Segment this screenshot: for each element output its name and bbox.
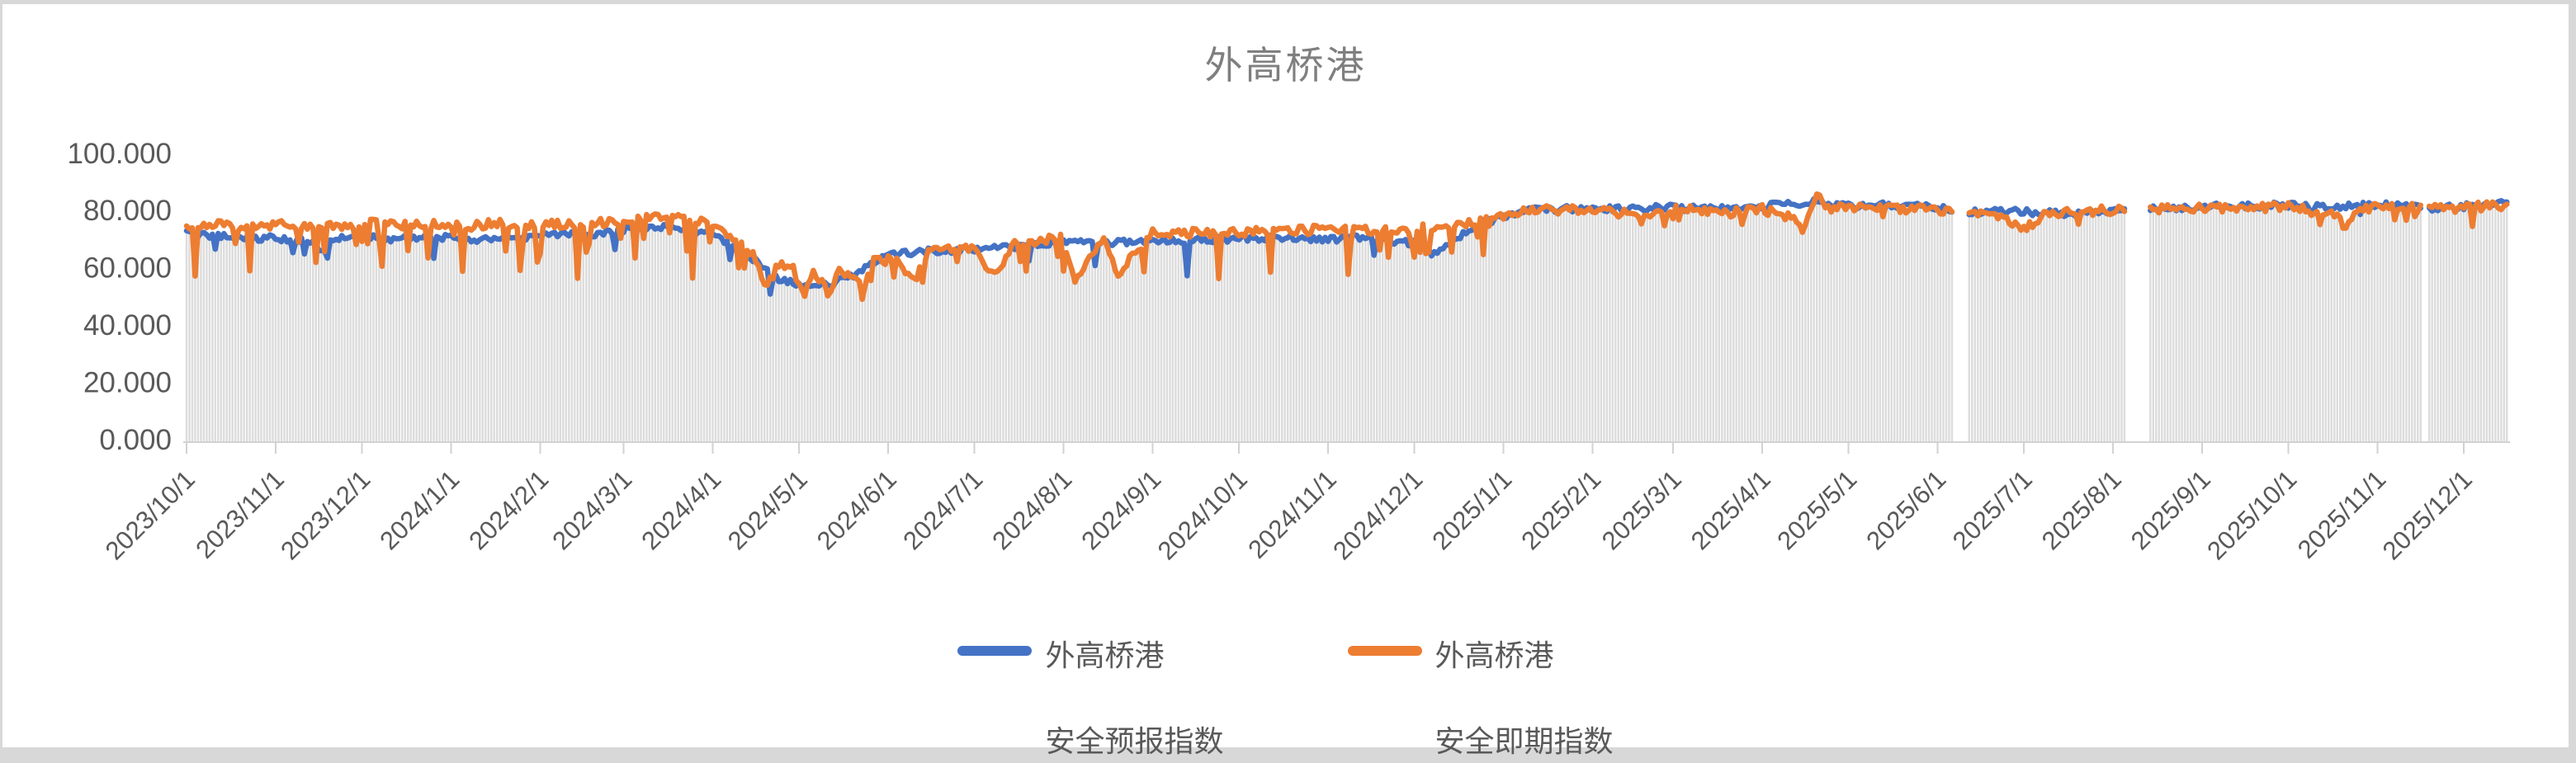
x-tick-label: 2025/11/1	[2292, 464, 2392, 564]
x-tick-label: 2024/1/1	[374, 464, 465, 555]
x-tick-label: 2024/12/1	[1327, 464, 1428, 565]
x-tick-label: 2025/3/1	[1596, 464, 1687, 555]
y-tick-label: 80.000	[83, 195, 172, 227]
chart-object[interactable]: 外高桥港 2023/10/1 2023/11/1 2023/12/1 2024/1/1…	[2, 4, 2569, 758]
x-tick-label: 2024/11/1	[1242, 464, 1342, 564]
y-tick-label: 40.000	[83, 309, 172, 341]
chart-legend: 外高桥港 安全预报指数 外高桥港 安全即期指数	[2, 634, 2569, 763]
legend-item-spot-index: 外高桥港 安全即期指数	[1347, 634, 1614, 763]
y-tick-label: 60.000	[83, 252, 172, 285]
spot-index-line	[183, 191, 2510, 303]
legend-label-spot-line2: 安全即期指数	[1435, 724, 1614, 758]
legend-item-forecast-index: 外高桥港 安全预报指数	[957, 634, 1224, 763]
x-tick-label: 2023/11/1	[190, 464, 290, 564]
chart-title: 外高桥港	[1204, 44, 1367, 87]
y-tick-label: 100.000	[67, 138, 172, 170]
x-tick-label: 2025/5/1	[1771, 464, 1862, 555]
forecast-line-swatch-icon	[957, 646, 1033, 656]
x-tick-label: 2024/8/1	[986, 464, 1077, 555]
x-tick-label: 2024/5/1	[722, 464, 813, 555]
y-tick-label: 20.000	[83, 367, 172, 399]
x-tick-label: 2025/7/1	[1947, 464, 2038, 555]
legend-label-forecast-line1: 外高桥港	[1045, 638, 1165, 672]
x-tick-label: 2023/10/1	[100, 464, 201, 565]
chart-plot: 2023/10/12023/11/12023/12/12024/1/12024/…	[67, 138, 2511, 565]
x-tick-label: 2025/10/1	[2201, 464, 2302, 565]
x-tick-label: 2025/9/1	[2125, 464, 2216, 555]
x-tick-label: 2024/4/1	[636, 464, 726, 555]
x-tick-label: 2025/2/1	[1515, 464, 1606, 555]
x-tick-label: 2025/12/1	[2377, 464, 2478, 565]
x-tick-label: 2023/12/1	[275, 464, 376, 565]
x-tick-label: 2025/8/1	[2036, 464, 2127, 555]
x-tick-label: 2024/9/1	[1075, 464, 1166, 555]
x-tick-label: 2024/6/1	[811, 464, 902, 555]
x-tick-label: 2025/6/1	[1860, 464, 1951, 555]
x-tick-label: 2025/1/1	[1426, 464, 1517, 555]
x-tick-label: 2024/3/1	[546, 464, 637, 555]
y-axis: 100.000 80.000 60.000 40.000 20.000 0.000	[67, 138, 172, 456]
x-tick-label: 2024/10/1	[1152, 464, 1253, 565]
legend-label-forecast-line2: 安全预报指数	[1045, 724, 1224, 758]
x-tick-label: 2024/7/1	[897, 464, 988, 555]
x-axis: 2023/10/12023/11/12023/12/12024/1/12024/…	[100, 441, 2511, 565]
spot-line-swatch-icon	[1347, 646, 1422, 656]
daily-bars-group	[185, 201, 2508, 443]
y-tick-label: 0.000	[99, 424, 172, 456]
legend-label-spot-line1: 外高桥港	[1435, 638, 1554, 672]
x-tick-label: 2025/4/1	[1685, 464, 1776, 555]
x-tick-label: 2024/2/1	[463, 464, 554, 555]
